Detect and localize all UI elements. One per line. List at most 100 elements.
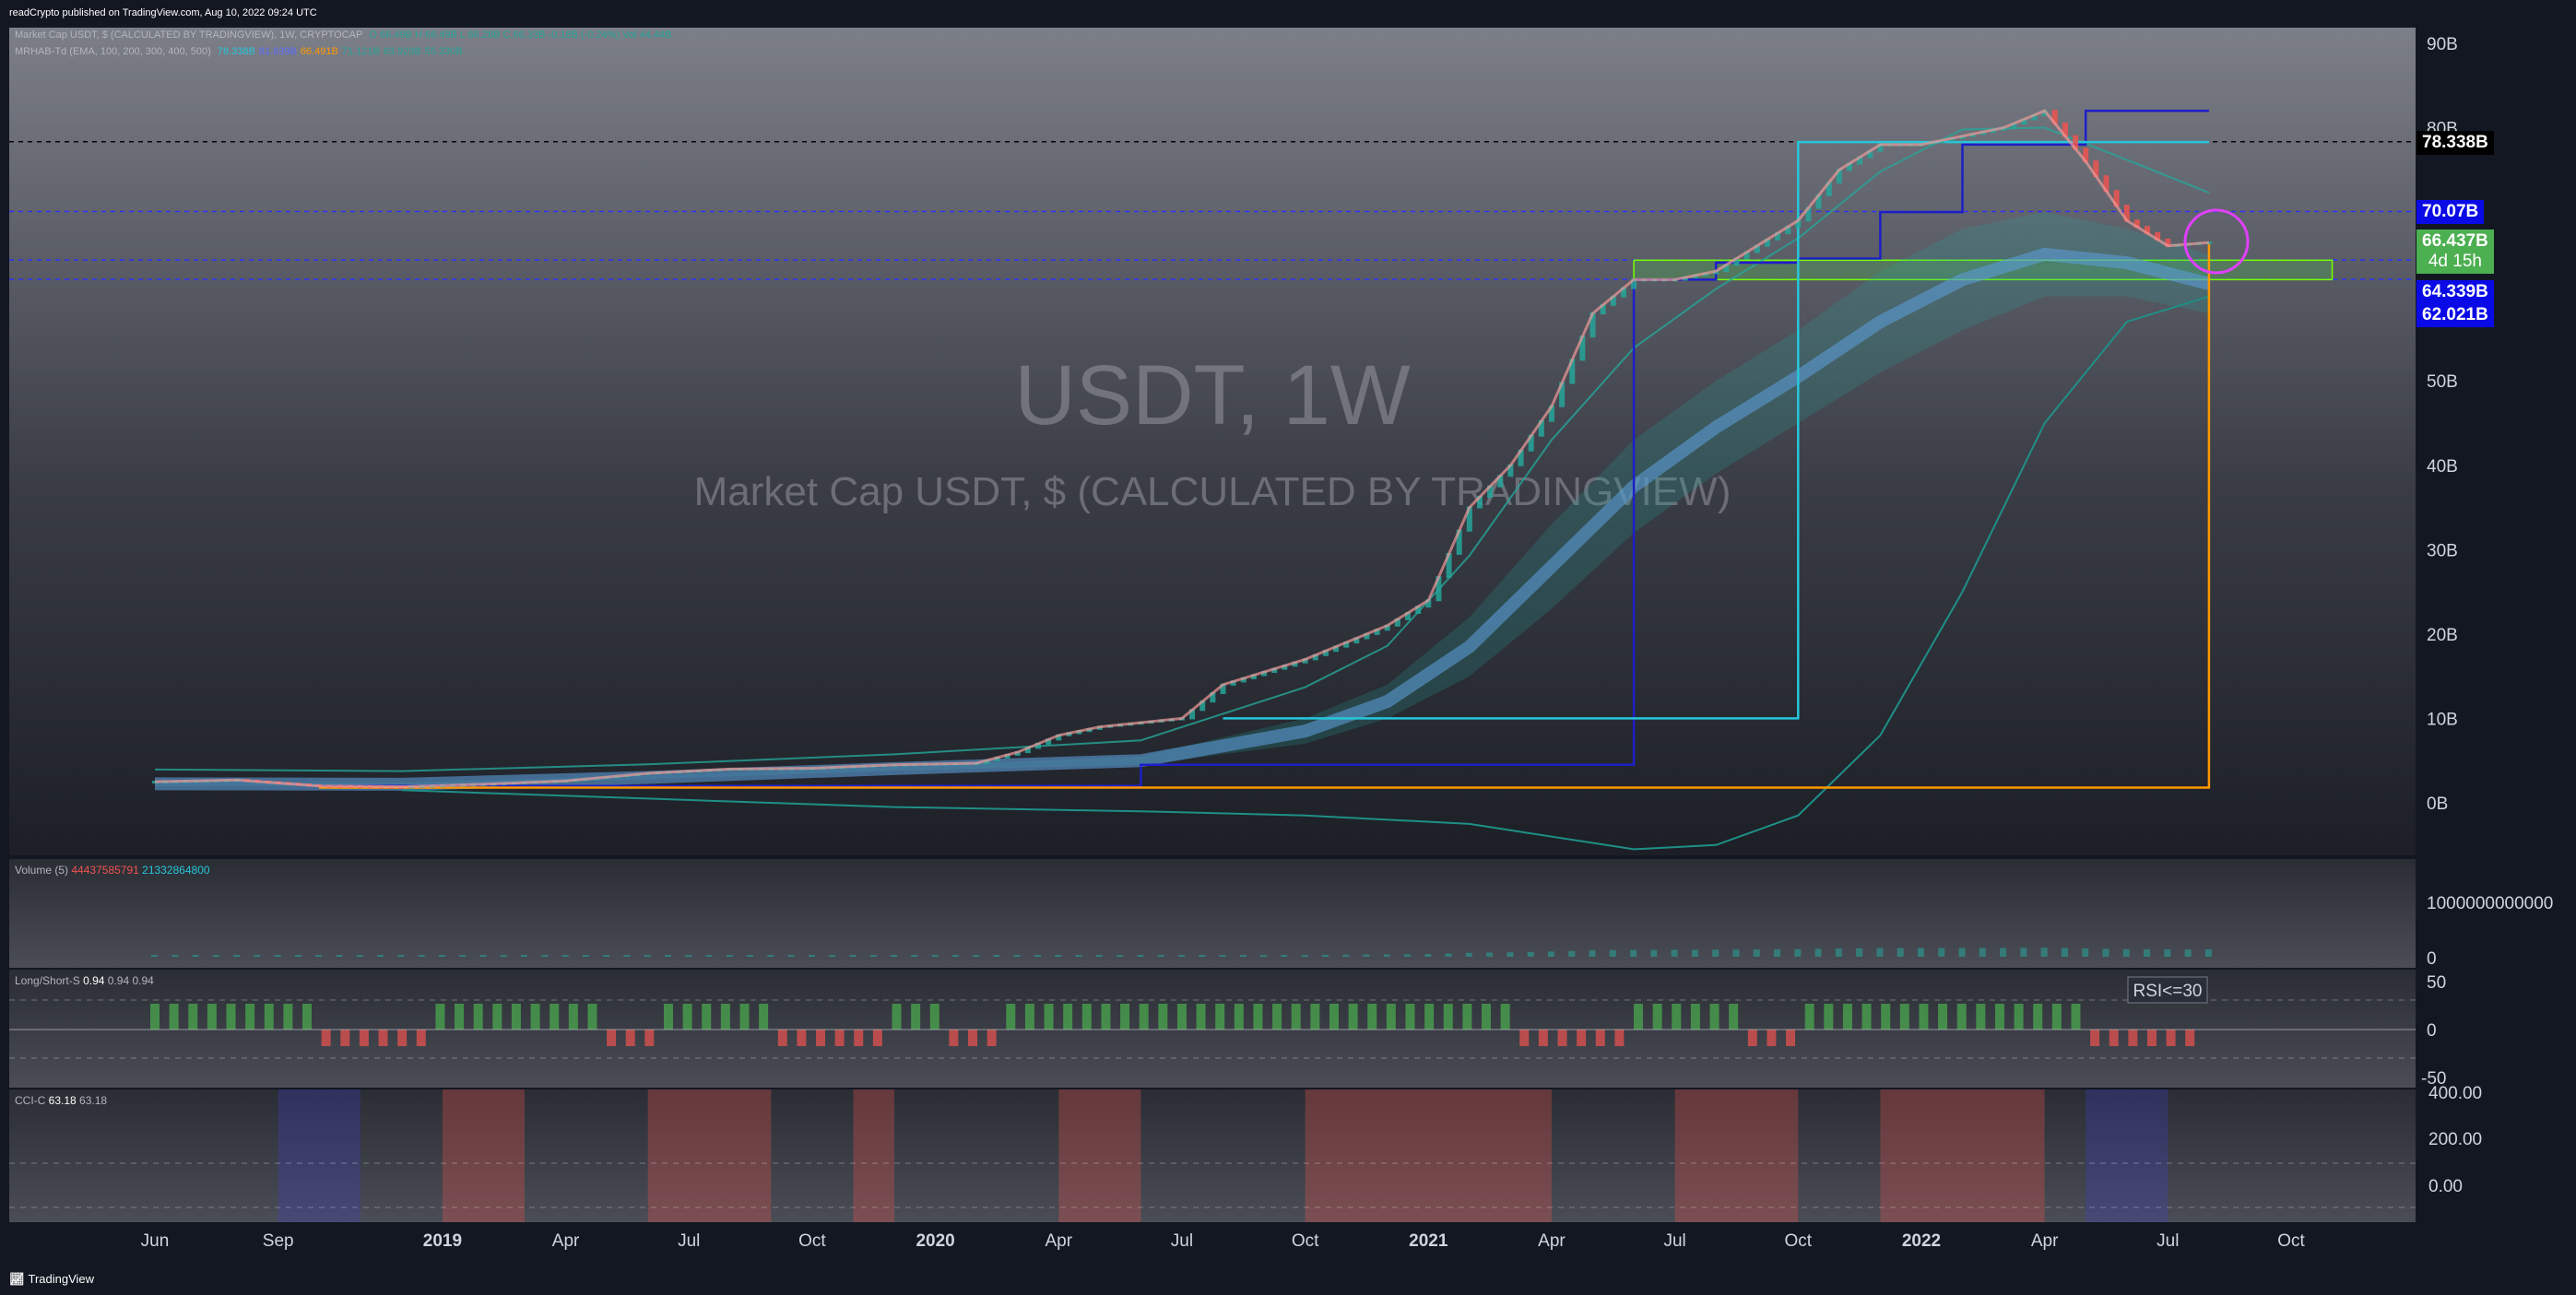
price-candle (1764, 238, 1770, 247)
volume-bar (1856, 948, 1863, 957)
longshort-bar (1595, 1030, 1605, 1046)
cci-shade (442, 1089, 526, 1222)
price-candle (1847, 162, 1853, 171)
watermark-title: USDT, 1W (1014, 348, 1411, 442)
longshort-bar (625, 1030, 635, 1046)
volume-bar (1117, 955, 1124, 957)
longshort-axis-tick-bottom: -50 (2421, 1069, 2446, 1089)
price-candle (1518, 449, 1524, 466)
longshort-bar (1158, 1004, 1168, 1030)
price-candle (1600, 303, 1606, 314)
price-candle (1292, 661, 1298, 667)
price-candle (2021, 118, 2027, 124)
price-axis-tick: 20B (2427, 626, 2458, 645)
longshort-bar (283, 1004, 293, 1030)
price-candle (1620, 287, 1626, 298)
time-axis-tick: Jul (678, 1231, 700, 1251)
indicator-value: 71.121B (341, 46, 380, 57)
longshort-bar (226, 1004, 236, 1030)
volume-bar (1055, 955, 1062, 957)
price-candle (1805, 206, 1812, 222)
volume-bar (1568, 950, 1576, 957)
longshort-bar (1405, 1004, 1415, 1030)
volume-bar (726, 955, 733, 957)
longshort-bar (207, 1004, 217, 1030)
volume-bar (1917, 948, 1924, 957)
longshort-bar (1672, 1004, 1682, 1030)
price-label: 70.07B (2416, 200, 2485, 224)
price-candle (1199, 700, 1206, 712)
indicator-legend[interactable]: MRHAB-Td (EMA, 100, 200, 300, 400, 500) … (15, 46, 470, 57)
longshort-bar (2109, 1030, 2119, 1046)
price-candle (1046, 738, 1052, 745)
volume-bar (1465, 952, 1472, 957)
volume-bar (747, 955, 754, 957)
cci-shade (853, 1089, 895, 1222)
cci-shade (1674, 1089, 1799, 1222)
volume-bar (2020, 948, 2027, 957)
volume-bar (1219, 955, 1226, 957)
price-candle (2133, 219, 2140, 229)
cci-axis-tick-top: 400.00 (2428, 1084, 2482, 1103)
volume-bar (1301, 954, 1308, 957)
volume-bar (2204, 949, 2212, 957)
price-candle (1569, 359, 1576, 384)
price-candle (2062, 122, 2068, 137)
longshort-bar (1196, 1004, 1206, 1030)
longshort-bar (682, 1004, 692, 1030)
price-line (154, 109, 2210, 789)
longshort-bar (1919, 1004, 1929, 1030)
longshort-bar (473, 1004, 483, 1030)
time-axis-tick: Oct (2277, 1231, 2305, 1251)
price-candle (1631, 278, 1637, 289)
volume-bar (521, 955, 528, 957)
price-candle (1487, 485, 1494, 499)
price-candle (1610, 295, 1616, 306)
volume-bar (459, 955, 467, 957)
volume-pane-bg (9, 859, 2416, 968)
longshort-bar (1577, 1030, 1587, 1046)
longshort-bar (264, 1004, 274, 1030)
volume-bar (1260, 955, 1268, 957)
longshort-bar (1176, 1004, 1187, 1030)
longshort-bar (1614, 1030, 1625, 1046)
price-candle (1056, 734, 1062, 741)
ema-ribbon (154, 126, 2211, 851)
time-axis-tick: Oct (1785, 1231, 1813, 1251)
volume-bar (1691, 949, 1698, 957)
volume-bar (2144, 948, 2151, 957)
price-candle (1548, 405, 1554, 422)
longshort-bar (1747, 1030, 1757, 1046)
volume-bar (541, 955, 549, 957)
symbol-legend[interactable]: Market Cap USDT, $ (CALCULATED BY TRADIN… (15, 29, 675, 41)
price-candle (1034, 742, 1041, 749)
longshort-bar (2033, 1004, 2043, 1030)
longshort-bar (1767, 1030, 1777, 1046)
footer-brand: TradingView (28, 1272, 95, 1286)
volume-bar (479, 955, 487, 957)
longshort-bar (1291, 1004, 1301, 1030)
longshort-bar (1253, 1004, 1263, 1030)
longshort-bar (1234, 1004, 1244, 1030)
longshort-bar (1538, 1030, 1548, 1046)
longshort-bar (150, 1004, 160, 1030)
long-ema-line (401, 295, 2210, 851)
volume-bar (767, 955, 774, 957)
price-candle (1589, 312, 1596, 338)
price-candle (1436, 576, 1442, 602)
volume-bar (1712, 949, 1719, 957)
volume-bar (1404, 954, 1412, 957)
price-candle (1785, 226, 1791, 234)
indicator-values: 78.338B 81.839B 66.491B 71.121B 63.923B 55.33… (218, 46, 467, 57)
volume-bar (294, 955, 301, 957)
indicator-value: 81.839B (258, 46, 297, 57)
longshort-bar (949, 1030, 959, 1046)
volume-bar (705, 955, 713, 957)
longshort-bar (854, 1030, 864, 1046)
longshort-bar (1557, 1030, 1567, 1046)
price-axis-tick: 0B (2427, 795, 2448, 814)
price-candle (2113, 190, 2120, 207)
volume-bar (1753, 949, 1760, 957)
volume-bar (397, 955, 405, 957)
